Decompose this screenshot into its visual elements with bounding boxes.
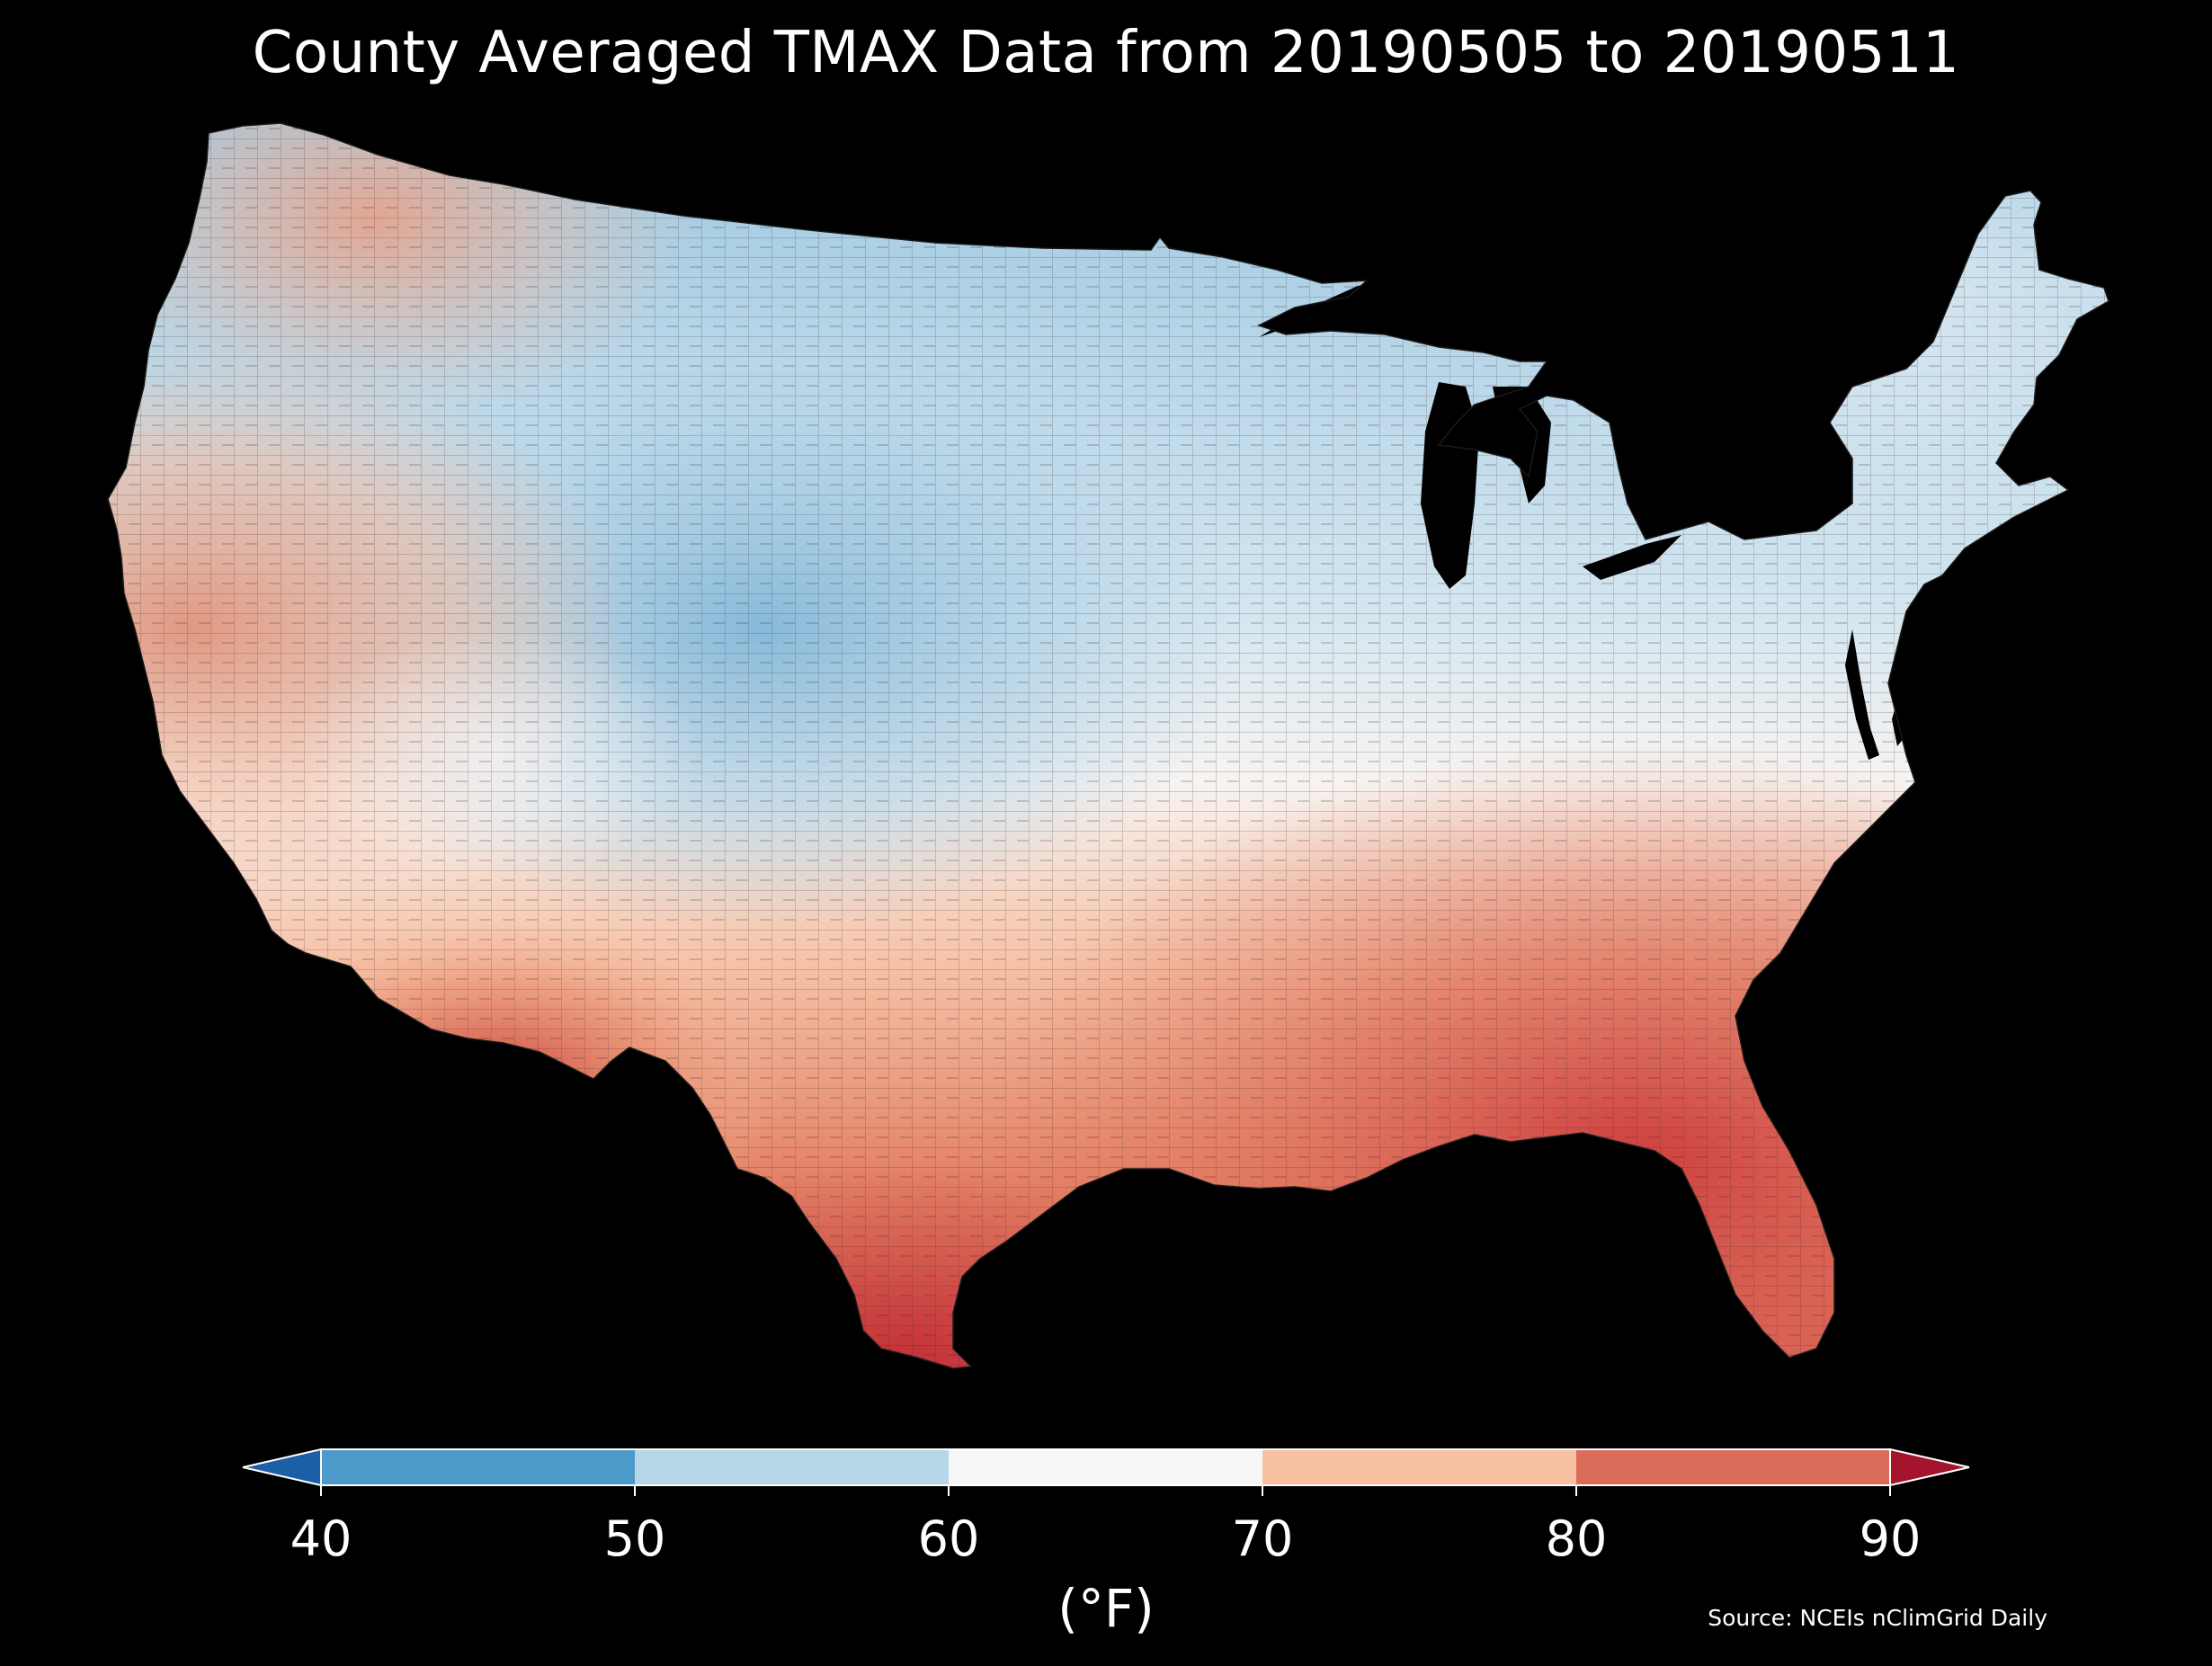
colorbar-bin-70-80	[1262, 1449, 1576, 1485]
colorbar-tick-60: 60	[917, 1510, 980, 1567]
colorbar-bin-50-60	[635, 1449, 949, 1485]
colorbar-bin-40-50	[321, 1449, 635, 1485]
colorbar-tick-70: 70	[1231, 1510, 1294, 1567]
lake-superior	[1259, 281, 1385, 337]
colorbar-bin-80-90	[1576, 1449, 1890, 1485]
map-title: County Averaged TMAX Data from 20190505 …	[252, 20, 1960, 86]
great-lakes	[1259, 281, 1681, 589]
colorbar-over-arrow	[1889, 1448, 1970, 1487]
colorbar-tick-90: 90	[1859, 1510, 1922, 1567]
lake-huron	[1493, 387, 1551, 503]
colorbar-unit-label: (°F)	[1057, 1578, 1155, 1639]
source-credit: Source: NCEIs nClimGrid Daily	[1708, 1605, 2047, 1631]
colorbar-tick-50: 50	[603, 1510, 666, 1567]
colorbar-bin-60-70	[949, 1449, 1262, 1485]
colorbar-tick-40: 40	[290, 1510, 352, 1567]
lake-erie	[1583, 535, 1681, 580]
colorbar-under-arrow	[242, 1448, 322, 1487]
lake-michigan	[1421, 382, 1479, 589]
colorbar-tick-80: 80	[1545, 1510, 1608, 1567]
